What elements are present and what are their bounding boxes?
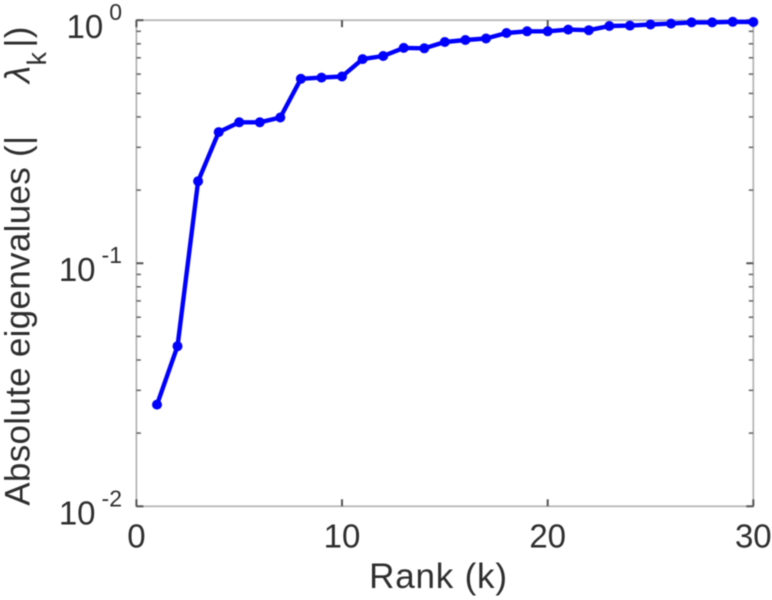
svg-text:10-1: 10 -1 (59, 242, 122, 288)
svg-text:10-2: 10 -2 (59, 485, 122, 531)
svg-text:Rank (k): Rank (k) (369, 557, 508, 596)
svg-text:10: 10 (324, 518, 361, 555)
svg-text:100: 10 0 (66, 0, 122, 45)
svg-text:30: 30 (735, 518, 772, 555)
svg-text:0: 0 (127, 518, 145, 555)
svg-text:20: 20 (529, 518, 566, 555)
